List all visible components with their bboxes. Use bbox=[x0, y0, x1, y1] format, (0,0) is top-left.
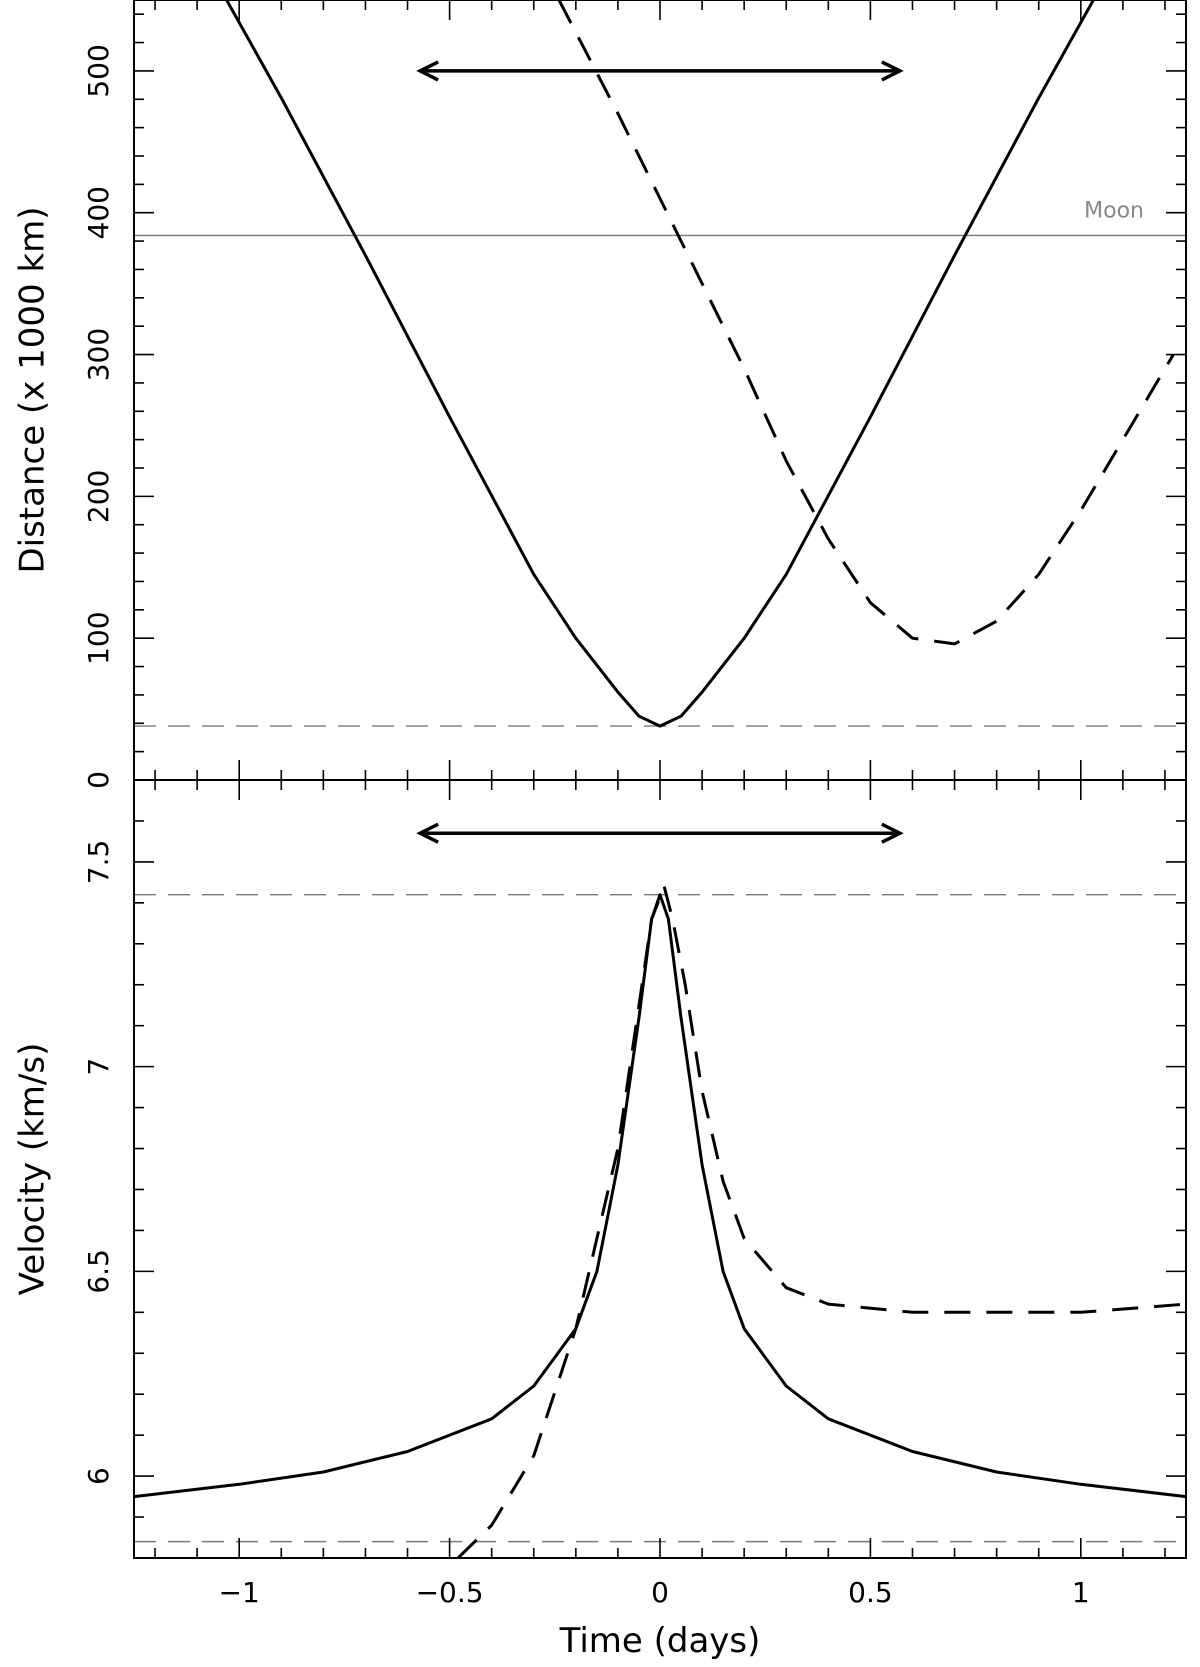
distance-tick-label: 300 bbox=[82, 328, 115, 381]
time-tick-label: −1 bbox=[219, 1576, 260, 1609]
time-axis-title: Time (days) bbox=[559, 1621, 761, 1661]
distance-tick-label: 500 bbox=[82, 44, 115, 97]
time-tick-label: 0 bbox=[651, 1576, 669, 1609]
velocity-panel: −1 −0.5 0 0.5 1 6 6.5 7 7.5 Velocity (km/s) Time… bbox=[13, 779, 1187, 1661]
distance-range-arrow-left-head bbox=[416, 60, 439, 82]
distance-panel: Moon 0 100 200 300 400 500 Distance (x 1000 k… bbox=[13, 0, 1187, 789]
distance-axis-title: Distance (x 1000 km) bbox=[13, 206, 53, 573]
distance-tick-label: 100 bbox=[82, 611, 115, 664]
distance-tick-label: 0 bbox=[82, 771, 115, 789]
distance-tick-label: 200 bbox=[82, 470, 115, 523]
distance-series-dashed bbox=[557, 0, 1175, 646]
velocity-series-solid bbox=[134, 893, 1186, 1499]
velocity-tick-label: 7 bbox=[82, 1058, 115, 1076]
distance-range-arrow-right-head bbox=[881, 60, 904, 82]
velocity-range-arrow-right-head bbox=[881, 822, 904, 844]
distance-tick-label: 400 bbox=[82, 186, 115, 239]
moon-label: Moon bbox=[1084, 198, 1144, 223]
velocity-range-arrow-left-head bbox=[416, 822, 439, 844]
velocity-tick-label: 6 bbox=[82, 1467, 115, 1485]
distance-series-solid bbox=[225, 0, 1095, 728]
time-tick-label: 0.5 bbox=[848, 1576, 893, 1609]
velocity-axis-title: Velocity (km/s) bbox=[13, 1043, 53, 1296]
time-tick-label: −0.5 bbox=[416, 1576, 484, 1609]
velocity-series-dashed bbox=[456, 885, 1186, 1558]
time-tick-label: 1 bbox=[1072, 1576, 1090, 1609]
velocity-tick-label: 6.5 bbox=[82, 1249, 115, 1294]
velocity-tick-label: 7.5 bbox=[82, 840, 115, 885]
